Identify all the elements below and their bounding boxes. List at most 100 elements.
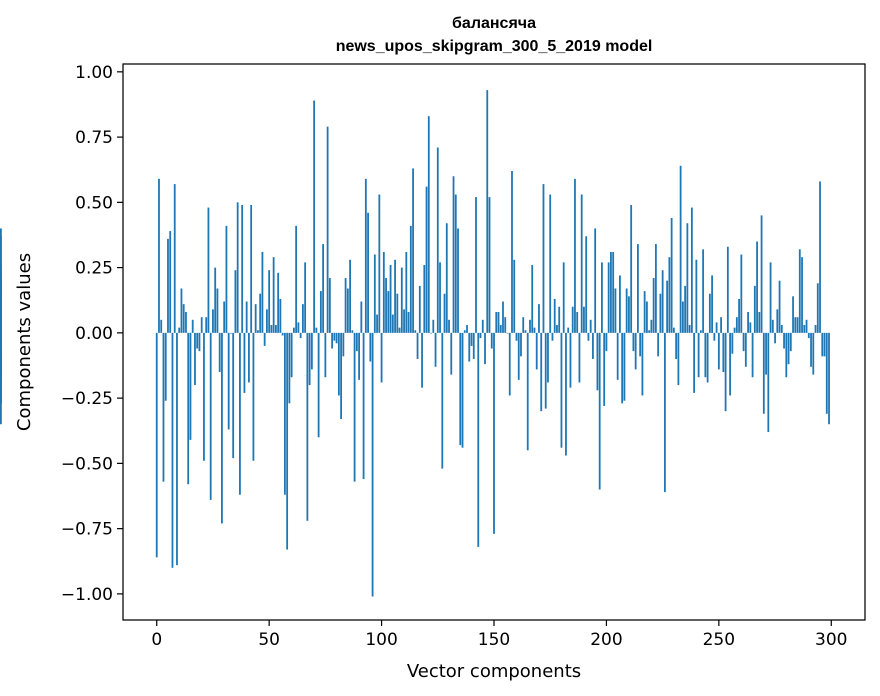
bar-component-270 bbox=[762, 332, 765, 414]
bar-component-241 bbox=[697, 332, 700, 378]
bar-component-158 bbox=[511, 171, 513, 333]
bar-component-36 bbox=[236, 202, 239, 333]
bar-component-184 bbox=[569, 332, 572, 388]
bar-component-226 bbox=[663, 332, 666, 493]
plot-frame bbox=[122, 63, 866, 621]
bar-component-183 bbox=[567, 327, 570, 333]
bar-component-99 bbox=[378, 194, 381, 333]
bar-component-192 bbox=[587, 332, 590, 341]
bar-component-111 bbox=[405, 251, 408, 333]
bar-component-290 bbox=[807, 332, 810, 339]
bar-component-200 bbox=[605, 332, 608, 352]
bar-component-94 bbox=[367, 212, 369, 333]
bar-component-53 bbox=[275, 325, 277, 333]
bar-component-25 bbox=[212, 309, 214, 333]
bar-component-221 bbox=[652, 278, 655, 333]
bar-component-177 bbox=[553, 298, 556, 333]
bar-component-260 bbox=[740, 254, 743, 333]
bar-component-181 bbox=[562, 262, 565, 333]
bar-component-120 bbox=[425, 186, 428, 333]
bar-component-112 bbox=[407, 311, 410, 333]
bar-component-150 bbox=[493, 332, 495, 534]
bar-component-294 bbox=[816, 283, 819, 333]
bar-component-76 bbox=[326, 126, 329, 333]
bar-component-169 bbox=[535, 332, 538, 370]
bar-component-62 bbox=[295, 225, 298, 333]
bar-component-undefined bbox=[0, 293, 2, 333]
bar-component-196 bbox=[596, 332, 599, 391]
bar-component-283 bbox=[792, 296, 794, 333]
bar-component-80 bbox=[335, 332, 338, 344]
bar-component-136 bbox=[461, 332, 464, 448]
bar-component-186 bbox=[574, 178, 576, 333]
bar-component-130 bbox=[448, 319, 450, 333]
bar-component-222 bbox=[654, 244, 657, 333]
bar-component-195 bbox=[594, 228, 597, 333]
bar-component-46 bbox=[259, 293, 262, 333]
bar-component-179 bbox=[558, 306, 561, 333]
bar-component-137 bbox=[463, 330, 466, 333]
bar-component-68 bbox=[308, 332, 311, 386]
bar-component-149 bbox=[490, 332, 493, 349]
bar-component-70 bbox=[313, 100, 316, 333]
bar-component-24 bbox=[209, 332, 212, 500]
bar-component-18 bbox=[196, 332, 199, 349]
bar-component-256 bbox=[731, 332, 734, 354]
bar-component-8 bbox=[173, 184, 176, 333]
y-tick-label: −0.25 bbox=[61, 389, 113, 409]
bar-component-146 bbox=[484, 332, 486, 365]
bar-component-278 bbox=[780, 325, 783, 333]
bar-component-159 bbox=[513, 259, 516, 333]
bar-component-249 bbox=[715, 322, 718, 333]
bar-component-27 bbox=[216, 288, 219, 333]
bar-component-237 bbox=[688, 325, 691, 333]
bar-component-262 bbox=[744, 332, 747, 367]
y-tick-label: 0.50 bbox=[75, 193, 113, 213]
bar-component-71 bbox=[315, 327, 318, 333]
bar-component-104 bbox=[389, 265, 392, 333]
bar-component-69 bbox=[310, 332, 313, 370]
x-tick-label: 250 bbox=[703, 630, 735, 650]
bar-component-38 bbox=[241, 204, 244, 333]
bar-component-298 bbox=[825, 332, 828, 414]
bar-component-67 bbox=[306, 332, 309, 521]
bar-component-251 bbox=[720, 317, 722, 333]
bar-component-72 bbox=[317, 332, 320, 438]
bar-component-185 bbox=[571, 306, 574, 333]
bar-component-93 bbox=[364, 178, 367, 333]
bar-component-296 bbox=[821, 332, 824, 357]
bar-component-12 bbox=[182, 304, 185, 333]
bar-component-54 bbox=[277, 272, 280, 333]
bar-component-undefined bbox=[0, 236, 2, 333]
bar-component-95 bbox=[369, 332, 372, 362]
bar-component-206 bbox=[619, 275, 621, 333]
bar-component-271 bbox=[765, 332, 767, 375]
bar-component-138 bbox=[466, 325, 468, 333]
bar-component-124 bbox=[434, 332, 437, 367]
bar-component-145 bbox=[481, 319, 484, 333]
bar-component-17 bbox=[194, 332, 196, 386]
bar-component-269 bbox=[760, 215, 763, 333]
bar-component-10 bbox=[178, 327, 181, 333]
bar-component-288 bbox=[803, 325, 806, 333]
bar-component-140 bbox=[470, 332, 473, 346]
bar-component-175 bbox=[549, 194, 552, 333]
bar-component-162 bbox=[520, 332, 522, 357]
bar-component-19 bbox=[198, 332, 201, 352]
bar-component-254 bbox=[726, 246, 729, 333]
bar-component-82 bbox=[340, 332, 342, 419]
bar-component-174 bbox=[547, 332, 549, 383]
bar-component-187 bbox=[576, 311, 579, 333]
bar-component-274 bbox=[771, 319, 774, 333]
bar-component-173 bbox=[544, 332, 547, 409]
bar-component-224 bbox=[659, 293, 662, 333]
bar-component-258 bbox=[735, 317, 738, 333]
bar-component-189 bbox=[580, 194, 583, 333]
bar-component-286 bbox=[798, 249, 801, 333]
bar-component-289 bbox=[805, 319, 808, 333]
bar-component-233 bbox=[679, 165, 682, 333]
bar-component-225 bbox=[661, 270, 664, 333]
bar-component-122 bbox=[430, 332, 432, 334]
bar-component-204 bbox=[614, 288, 617, 333]
bar-component-213 bbox=[634, 332, 637, 370]
